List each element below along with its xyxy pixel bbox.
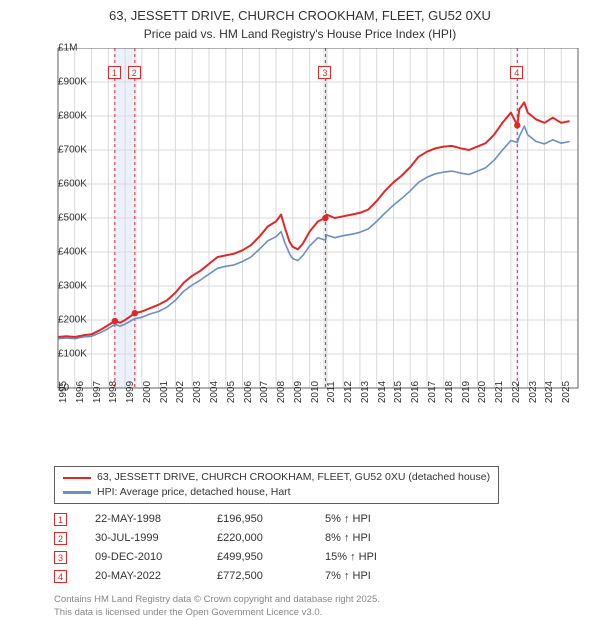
x-axis-label: 1997 bbox=[92, 381, 103, 403]
x-axis-label: 1998 bbox=[108, 381, 119, 403]
transaction-row: 4 20-MAY-2022£772,5007% ↑ HPI bbox=[54, 567, 590, 586]
y-axis-label: £300K bbox=[58, 281, 59, 292]
transactions-table: 1 22-MAY-1998£196,9505% ↑ HPI 2 30-JUL-1999… bbox=[54, 510, 590, 586]
x-axis-label: 2008 bbox=[276, 381, 287, 403]
chart-subtitle: Price paid vs. HM Land Registry's House … bbox=[10, 27, 590, 43]
chart-area: £0£100K£200K£300K£400K£500K£600K£700K£80… bbox=[14, 48, 586, 428]
x-axis-label: 2014 bbox=[377, 381, 388, 403]
x-axis-label: 2006 bbox=[243, 381, 254, 403]
x-axis-label: 2021 bbox=[494, 381, 505, 403]
x-axis-label: 2015 bbox=[393, 381, 404, 403]
y-axis-label: £600K bbox=[58, 179, 59, 190]
legend-swatch bbox=[63, 477, 91, 479]
transaction-date: 22-MAY-1998 bbox=[95, 513, 217, 525]
event-marker: 2 bbox=[128, 66, 141, 79]
transaction-marker: 1 bbox=[54, 513, 67, 526]
transaction-price: £499,950 bbox=[217, 551, 325, 563]
transaction-marker: 4 bbox=[54, 570, 67, 583]
y-axis-label: £100K bbox=[58, 349, 59, 360]
y-axis-label: £700K bbox=[58, 145, 59, 156]
x-axis-label: 2025 bbox=[561, 381, 572, 403]
y-axis-label: £900K bbox=[58, 77, 59, 88]
transaction-row: 3 09-DEC-2010£499,95015% ↑ HPI bbox=[54, 548, 590, 567]
chart-svg bbox=[14, 48, 586, 428]
x-axis-label: 2004 bbox=[209, 381, 220, 403]
x-axis-label: 1999 bbox=[125, 381, 136, 403]
chart-title: 63, JESSETT DRIVE, CHURCH CROOKHAM, FLEE… bbox=[10, 8, 590, 25]
x-axis-label: 1996 bbox=[75, 381, 86, 403]
x-axis-label: 2001 bbox=[159, 381, 170, 403]
y-axis-label: £800K bbox=[58, 111, 59, 122]
transaction-pct: 5% ↑ HPI bbox=[325, 513, 415, 525]
footer: Contains HM Land Registry data © Crown c… bbox=[54, 594, 590, 620]
chart-container: 63, JESSETT DRIVE, CHURCH CROOKHAM, FLEE… bbox=[0, 0, 600, 620]
x-axis-label: 2019 bbox=[461, 381, 472, 403]
transaction-date: 09-DEC-2010 bbox=[95, 551, 217, 563]
x-axis-label: 2010 bbox=[310, 381, 321, 403]
x-axis-label: 2000 bbox=[142, 381, 153, 403]
footer-line: This data is licensed under the Open Gov… bbox=[54, 607, 590, 620]
x-axis-label: 2013 bbox=[360, 381, 371, 403]
transaction-row: 2 30-JUL-1999£220,0008% ↑ HPI bbox=[54, 529, 590, 548]
transaction-price: £196,950 bbox=[217, 513, 325, 525]
x-axis-label: 2003 bbox=[192, 381, 203, 403]
x-axis-label: 1995 bbox=[58, 381, 69, 403]
x-axis-label: 2009 bbox=[293, 381, 304, 403]
x-axis-label: 2007 bbox=[259, 381, 270, 403]
y-axis-label: £1M bbox=[58, 43, 59, 54]
x-axis-label: 2022 bbox=[511, 381, 522, 403]
legend-label: HPI: Average price, detached house, Hart bbox=[97, 485, 291, 500]
transaction-pct: 7% ↑ HPI bbox=[325, 570, 415, 582]
y-axis-label: £400K bbox=[58, 247, 59, 258]
transaction-marker: 3 bbox=[54, 551, 67, 564]
transaction-price: £772,500 bbox=[217, 570, 325, 582]
x-axis-label: 2018 bbox=[444, 381, 455, 403]
event-marker: 4 bbox=[510, 66, 523, 79]
legend: 63, JESSETT DRIVE, CHURCH CROOKHAM, FLEE… bbox=[54, 466, 499, 503]
x-axis-label: 2002 bbox=[175, 381, 186, 403]
x-axis-label: 2017 bbox=[427, 381, 438, 403]
x-axis-label: 2016 bbox=[410, 381, 421, 403]
y-axis-label: £500K bbox=[58, 213, 59, 224]
x-axis-label: 2005 bbox=[226, 381, 237, 403]
legend-item: HPI: Average price, detached house, Hart bbox=[63, 485, 490, 500]
transaction-pct: 15% ↑ HPI bbox=[325, 551, 415, 563]
x-axis-label: 2011 bbox=[326, 382, 337, 404]
transaction-date: 30-JUL-1999 bbox=[95, 532, 217, 544]
transaction-date: 20-MAY-2022 bbox=[95, 570, 217, 582]
x-axis-label: 2012 bbox=[343, 381, 354, 403]
legend-item: 63, JESSETT DRIVE, CHURCH CROOKHAM, FLEE… bbox=[63, 470, 490, 485]
event-marker: 3 bbox=[318, 66, 331, 79]
legend-swatch bbox=[63, 491, 91, 493]
legend-label: 63, JESSETT DRIVE, CHURCH CROOKHAM, FLEE… bbox=[97, 470, 490, 485]
x-axis-label: 2020 bbox=[477, 381, 488, 403]
transaction-marker: 2 bbox=[54, 532, 67, 545]
transaction-row: 1 22-MAY-1998£196,9505% ↑ HPI bbox=[54, 510, 590, 529]
transaction-pct: 8% ↑ HPI bbox=[325, 532, 415, 544]
transaction-price: £220,000 bbox=[217, 532, 325, 544]
x-axis-label: 2024 bbox=[544, 381, 555, 403]
event-marker: 1 bbox=[108, 66, 121, 79]
y-axis-label: £200K bbox=[58, 315, 59, 326]
footer-line: Contains HM Land Registry data © Crown c… bbox=[54, 594, 590, 607]
x-axis-label: 2023 bbox=[528, 381, 539, 403]
